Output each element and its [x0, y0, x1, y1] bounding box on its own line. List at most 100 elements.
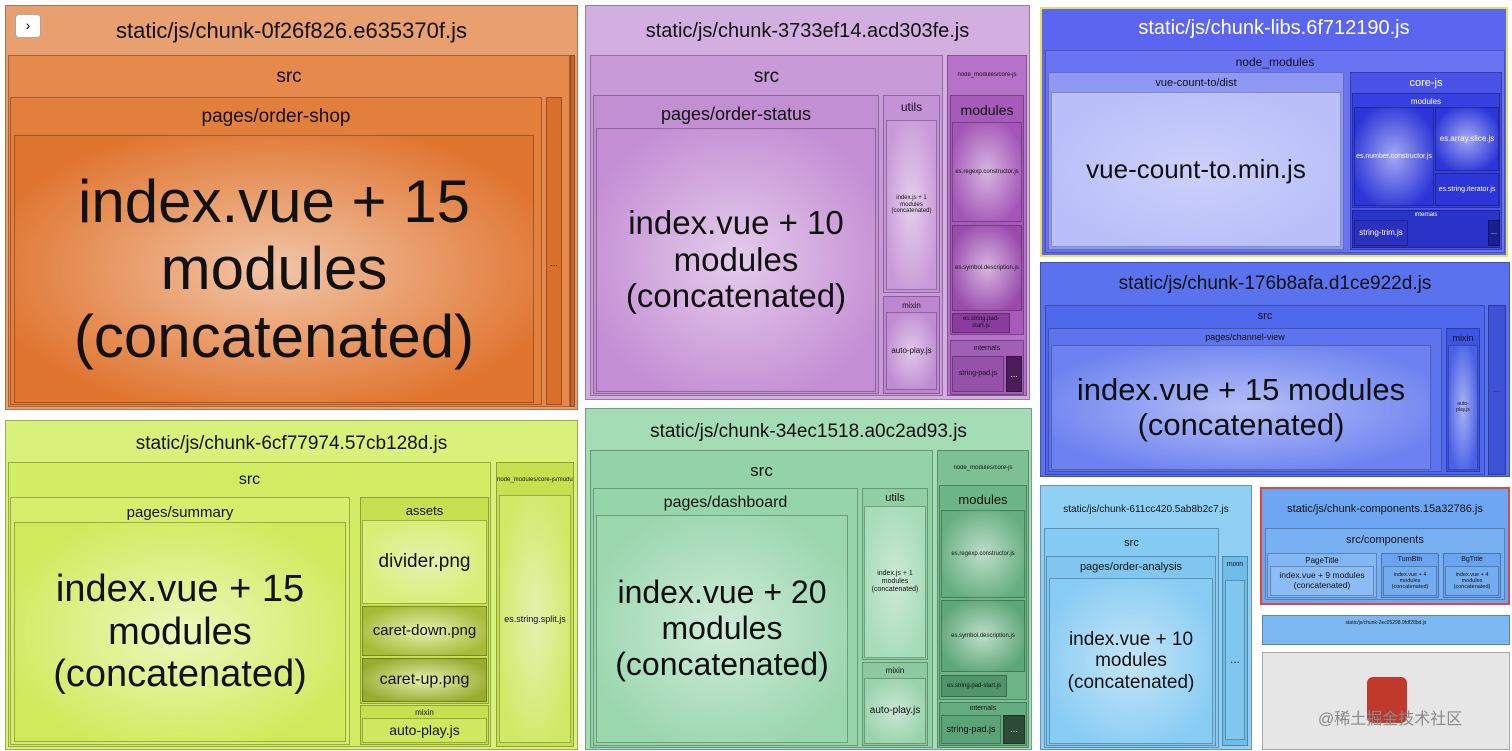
treemap-node[interactable]: ... — [1488, 305, 1506, 475]
node-label: pages/order-shop — [201, 106, 351, 127]
node-label-large: es.string.split.js — [504, 613, 566, 624]
node-label-large: es.regexp.constructor.js — [955, 168, 1019, 175]
node-label: TurnBtn — [1397, 556, 1423, 563]
node-label: mixin — [1452, 333, 1474, 343]
treemap-node[interactable]: vue-count-to.min.js — [1051, 92, 1341, 247]
node-label-large: index.vue + 15 modules (concatenated) — [53, 568, 307, 696]
node-label-large: index.vue + 9 modules (concatenated) — [1279, 570, 1365, 590]
node-label-large: auto-play.js — [1456, 400, 1470, 413]
treemap-node[interactable]: es.regexp.constructor.js — [941, 510, 1025, 598]
treemap-node[interactable]: es.number.constructor.js — [1354, 107, 1434, 206]
node-label: static/js/chunk-34ec1518.a0c2ad93.js — [650, 421, 967, 442]
treemap-node[interactable]: index.vue + 10 modules (concatenated) — [1049, 578, 1213, 744]
treemap-node[interactable]: index.vue + 15 modules (concatenated) — [14, 522, 346, 742]
node-label: static/js/chunk-611cc420.5ab8b2c7.js — [1063, 504, 1229, 515]
treemap-node[interactable]: es.symbol.description.js — [941, 600, 1025, 672]
node-label-large: es.regexp.constructor.js — [951, 550, 1015, 557]
node-label: src/components — [1346, 534, 1424, 546]
node-label-large: es.array.slice.js — [1439, 133, 1495, 143]
treemap-node[interactable]: caret-up.png — [362, 658, 487, 702]
treemap-node[interactable]: es.string.split.js — [499, 495, 571, 743]
node-label: mixin — [415, 708, 434, 717]
node-label: internals — [969, 705, 997, 712]
node-label: vue-count-to/dist — [1155, 77, 1237, 89]
node-label: pages/dashboard — [663, 494, 788, 511]
treemap-node[interactable]: es.regexp.constructor.js — [952, 122, 1022, 222]
treemap-node[interactable]: index.vue + 15 modules (concatenated) — [1051, 345, 1431, 470]
watermark: @稀土掘金技术社区 — [1318, 711, 1463, 728]
treemap-node[interactable]: ... — [546, 97, 562, 405]
node-label: node_modules/core-js — [953, 465, 1013, 471]
node-label: PageTitle — [1305, 556, 1339, 565]
node-label: src — [1124, 537, 1139, 549]
treemap-node[interactable]: auto-play.js — [362, 718, 487, 743]
treemap-node[interactable]: string-pad.js — [941, 715, 1001, 744]
treemap-node[interactable]: index.vue + 4 modules (concatenated) — [1445, 566, 1499, 596]
node-label-large: caret-down.png — [372, 621, 477, 639]
node-label: src — [750, 461, 773, 480]
treemap-node[interactable]: divider.png — [362, 520, 487, 604]
treemap-node[interactable]: string-pad.js — [952, 356, 1004, 392]
node-label: ... — [550, 258, 558, 268]
treemap-node[interactable]: es.string.iterator.js — [1435, 173, 1499, 206]
treemap-node[interactable]: string-trim.js — [1354, 220, 1408, 246]
node-label: pages/order-status — [660, 104, 812, 124]
node-label-large: string-trim.js — [1359, 227, 1403, 237]
node-label-large: string-pad.js — [946, 724, 996, 735]
node-label-large: index.vue + 4 modules (concatenated) — [1391, 571, 1429, 591]
treemap-node[interactable]: index.vue + 9 modules (concatenated) — [1270, 566, 1374, 596]
treemap-node[interactable]: auto-play.js — [864, 678, 926, 744]
node-label-large: caret-up.png — [379, 671, 470, 689]
node-label: pages/channel-view — [1205, 332, 1285, 342]
node-label-large: index.js + 1 modules (concatenated) — [891, 194, 932, 215]
treemap-node[interactable]: ... — [1003, 715, 1025, 744]
node-label: internals — [973, 345, 1001, 352]
treemap-node[interactable]: es.array.slice.js — [1435, 107, 1499, 171]
treemap-node[interactable]: index.vue + 20 modules (concatenated) — [596, 515, 848, 743]
treemap-node[interactable]: es.symbol.description.js — [952, 225, 1022, 311]
node-label: modules — [960, 102, 1014, 118]
node-label-large: index.vue + 20 modules (concatenated) — [615, 574, 829, 682]
node-label-large: auto-play.js — [891, 345, 932, 355]
treemap-node[interactable]: index.vue + 10 modules (concatenated) — [596, 128, 876, 392]
node-label: static/js/chunk-6cf77974.57cb128d.js — [135, 433, 448, 454]
other-chunks[interactable]: @稀土掘金技术社区 — [1262, 652, 1510, 750]
node-label: modules — [1410, 97, 1442, 106]
node-label-large: divider.png — [378, 551, 471, 573]
sidebar-toggle[interactable]: › — [15, 14, 41, 38]
node-label: static/js/chunk-176b8afa.d1ce922d.js — [1118, 273, 1432, 294]
node-label: node_modules/core-js — [957, 72, 1017, 78]
treemap-node[interactable]: es.string.pad-start.js — [952, 313, 1010, 333]
node-label-large: index.vue + 15 modules (concatenated) — [1076, 371, 1406, 442]
treemap-node[interactable]: ... — [1006, 356, 1022, 392]
node-label: src — [753, 66, 780, 87]
node-label-large: es.string.iterator.js — [1438, 185, 1496, 193]
treemap-node[interactable]: ... — [1225, 580, 1245, 740]
node-label-large: index.js + 1 modules (concatenated) — [871, 570, 919, 593]
treemap-node[interactable]: index.js + 1 modules (concatenated) — [886, 120, 937, 290]
treemap-node[interactable]: index.vue + 15 modules (concatenated) — [14, 135, 534, 403]
node-label: src — [276, 66, 302, 87]
node-label: pages/summary — [126, 504, 234, 521]
node-label: node_modules/core-js/modules — [497, 477, 573, 483]
node-label: modules — [958, 492, 1008, 507]
node-label-large: es.symbol.description.js — [951, 632, 1015, 639]
node-label-large: ... — [1010, 368, 1018, 379]
node-label-large: ... — [1230, 652, 1241, 667]
node-label-large: ... — [1493, 384, 1501, 394]
treemap-node[interactable]: ... — [1488, 220, 1500, 246]
node-label: utils — [885, 492, 905, 504]
treemap-node[interactable] — [570, 55, 575, 407]
treemap-node[interactable]: index.js + 1 modules (concatenated) — [864, 506, 926, 658]
chunk[interactable]: static/js/chunk-2ec05298.9fdf28bd.js — [1262, 615, 1510, 645]
node-label: internals — [1414, 212, 1438, 218]
node-label-large: es.symbol.description.js — [955, 264, 1019, 271]
treemap-node[interactable]: auto-play.js — [886, 312, 937, 390]
node-label-large: string-pad.js — [958, 370, 998, 378]
treemap-node[interactable]: index.vue + 4 modules (concatenated) — [1383, 566, 1437, 596]
treemap-node[interactable]: auto-play.js — [1448, 345, 1478, 470]
treemap-node[interactable]: es.string.pad-start.js — [941, 675, 1007, 697]
node-label: static/js/chunk-0f26f826.e635370f.js — [115, 18, 467, 43]
treemap-node[interactable]: caret-down.png — [362, 606, 487, 656]
